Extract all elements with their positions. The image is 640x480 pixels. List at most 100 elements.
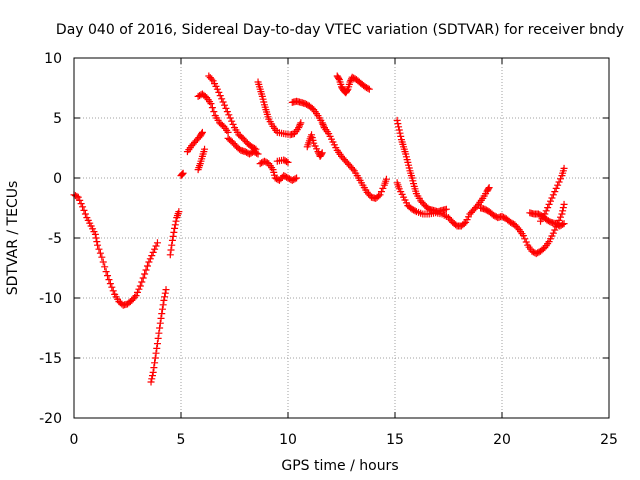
data-point xyxy=(555,178,563,186)
data-point xyxy=(411,207,419,215)
data-point xyxy=(394,120,402,128)
data-point xyxy=(213,85,221,93)
data-point xyxy=(79,203,87,211)
data-point xyxy=(149,248,157,256)
data-point xyxy=(179,169,187,177)
data-point xyxy=(295,124,303,132)
data-point xyxy=(554,181,562,189)
data-point xyxy=(98,253,106,261)
data-point xyxy=(521,235,529,243)
x-tick-label: 0 xyxy=(70,432,79,448)
data-point xyxy=(224,128,232,136)
data-point xyxy=(94,241,102,249)
data-point xyxy=(559,207,567,215)
data-point xyxy=(148,252,156,260)
data-point xyxy=(395,123,403,131)
data-point xyxy=(207,100,215,108)
series-arc-18 xyxy=(393,179,493,230)
x-tick-label: 10 xyxy=(279,432,297,448)
data-point xyxy=(221,101,229,109)
data-point xyxy=(104,272,112,280)
data-point xyxy=(77,200,85,208)
axis-ticks: 0 5 10 15 20 25 -20 -15 -10 -5 0 5 10 xyxy=(39,51,618,448)
data-point xyxy=(218,95,226,103)
data-point xyxy=(215,88,223,96)
data-point xyxy=(198,128,206,136)
data-point xyxy=(297,119,305,127)
data-point xyxy=(132,292,140,300)
data-point xyxy=(178,170,186,178)
data-point xyxy=(514,224,522,232)
data-point xyxy=(73,192,81,200)
data-point xyxy=(74,193,82,201)
data-point xyxy=(133,288,141,296)
data-point xyxy=(109,287,117,295)
data-point xyxy=(158,305,166,313)
data-point xyxy=(254,150,262,158)
data-point xyxy=(555,216,563,224)
data-point xyxy=(365,85,373,93)
data-point xyxy=(105,276,113,284)
data-point xyxy=(208,104,216,112)
data-point xyxy=(143,262,151,270)
data-point xyxy=(473,202,481,210)
data-point xyxy=(168,236,176,244)
data-point xyxy=(283,158,291,166)
data-point xyxy=(460,220,468,228)
data-point xyxy=(551,188,559,196)
data-point xyxy=(159,301,167,309)
data-point xyxy=(175,208,183,216)
data-point xyxy=(139,274,147,282)
data-point xyxy=(145,258,153,266)
chart-title: Day 040 of 2016, Sidereal Day-to-day VTE… xyxy=(56,22,624,38)
data-point xyxy=(171,224,179,232)
data-point xyxy=(559,204,567,212)
x-axis-label: GPS time / hours xyxy=(281,458,398,474)
data-point xyxy=(318,149,326,157)
data-point xyxy=(95,245,103,253)
data-point xyxy=(560,200,568,208)
data-point xyxy=(101,263,109,271)
data-point xyxy=(156,319,164,327)
data-point xyxy=(108,283,116,291)
data-point xyxy=(152,242,160,250)
data-point xyxy=(547,197,555,205)
data-point xyxy=(346,78,354,86)
data-point xyxy=(319,120,327,128)
data-point xyxy=(136,282,144,290)
data-point xyxy=(148,375,156,383)
grid xyxy=(74,58,609,418)
series-arc-1 xyxy=(70,191,161,309)
data-point xyxy=(141,270,149,278)
x-tick-label: 25 xyxy=(600,432,618,448)
data-point xyxy=(519,232,527,240)
data-point xyxy=(295,122,303,130)
data-point xyxy=(556,213,564,221)
data-point xyxy=(216,92,224,100)
series-arc-11 xyxy=(256,157,301,184)
y-tick-label: 5 xyxy=(53,111,62,127)
data-point xyxy=(377,188,385,196)
series-arc-10 xyxy=(254,78,305,139)
series-arc-14 xyxy=(303,131,326,160)
data-point xyxy=(541,210,549,218)
data-point xyxy=(148,372,156,380)
data-point xyxy=(166,251,174,259)
data-point xyxy=(138,278,146,286)
data-point xyxy=(131,293,139,301)
data-point xyxy=(548,194,556,202)
data-point xyxy=(397,132,405,140)
series-arc-21 xyxy=(537,164,568,225)
data-point xyxy=(142,266,150,274)
data-point xyxy=(293,174,301,182)
data-point xyxy=(549,191,557,199)
series-arc-5 xyxy=(183,128,206,156)
data-point xyxy=(151,245,159,253)
data-point xyxy=(149,368,157,376)
data-point xyxy=(158,310,166,318)
data-point xyxy=(343,86,351,94)
data-point xyxy=(150,364,158,372)
data-point xyxy=(226,114,234,122)
data-point xyxy=(250,144,258,152)
